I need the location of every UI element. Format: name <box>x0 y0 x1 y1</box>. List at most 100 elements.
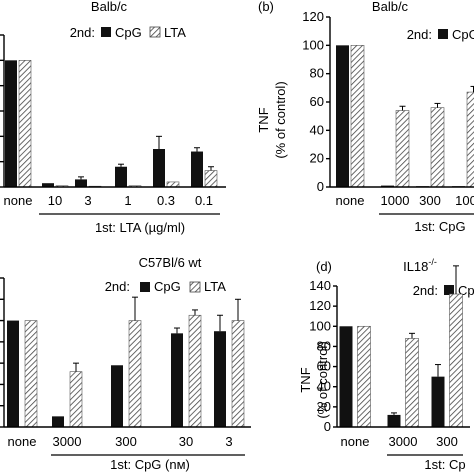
x-tick-label: 1000 <box>381 193 410 208</box>
y-tick-label: 0 <box>324 419 331 434</box>
bar-lta <box>188 314 202 428</box>
bar-lta <box>24 320 38 428</box>
bar-cpg <box>339 326 353 427</box>
y-tick-label: 120 <box>302 9 324 24</box>
y-tick-label: 80 <box>317 338 331 353</box>
y-tick-label: 40 <box>317 379 331 394</box>
bar-cpg <box>42 183 54 187</box>
y-tick-label: 20 <box>310 151 324 166</box>
x-tick-label: 30 <box>179 434 193 449</box>
bar-cpg <box>52 416 64 427</box>
bar-cpg <box>7 320 19 427</box>
legend-prefix: 2nd: <box>105 279 130 294</box>
x-tick-label: 0.3 <box>157 193 175 208</box>
legend-swatch-cpg <box>438 29 448 39</box>
x-axis-title: 1st: Cp <box>424 457 465 472</box>
bar-lta <box>18 60 32 188</box>
legend-swatch-cpg <box>140 282 150 292</box>
bar-cpg <box>5 60 17 188</box>
panel-label: (b) <box>258 0 274 14</box>
chart-panel-b: (b) Balb/c 2nd: CpG TNF (% of control) 1… <box>256 0 474 234</box>
y-axis-title: TNF <box>256 107 271 132</box>
x-tick-label: none <box>8 434 37 449</box>
legend-swatch-cpg <box>101 27 111 37</box>
chart-title-superscript: -/- <box>428 257 437 267</box>
chart-panel-a: Balb/c 2nd: CpG LTA 1st: LTA (µg/ml) non… <box>0 0 226 235</box>
bar-lta <box>466 91 474 188</box>
bar-lta <box>430 107 445 188</box>
x-tick-label: 1 <box>124 193 131 208</box>
x-tick-label: 100 <box>455 193 474 208</box>
chart-title: C57Bl/6 wt <box>139 255 202 270</box>
x-tick-label: none <box>341 434 370 449</box>
x-axis-title: 1st: LTA (µg/ml) <box>95 220 185 235</box>
x-tick-label: 3000 <box>389 434 418 449</box>
bar-lta <box>204 170 218 188</box>
x-tick-label: 3 <box>84 193 91 208</box>
y-tick-label: 20 <box>317 399 331 414</box>
legend-swatch-lta <box>189 281 201 293</box>
bar-lta <box>395 110 410 188</box>
bar-cpg <box>111 365 123 427</box>
x-tick-label: 300 <box>419 193 441 208</box>
bar-cpg <box>153 149 165 187</box>
bar-lta <box>166 181 180 188</box>
chart-panel-d: (d) IL18-/- 2nd: Cp TNF (% of control) 1… <box>298 257 474 472</box>
bar-lta <box>128 320 142 428</box>
x-tick-label: none <box>336 193 365 208</box>
y-tick-label: 60 <box>310 94 324 109</box>
bar-cpg <box>75 179 87 187</box>
y-tick-label: 80 <box>310 66 324 81</box>
legend-prefix: 2nd: <box>70 25 95 40</box>
y-tick-label: 100 <box>309 318 331 333</box>
x-tick-label: 3 <box>225 434 232 449</box>
bar-lta <box>350 45 365 188</box>
x-tick-label: 3000 <box>53 434 82 449</box>
x-tick-label: 10 <box>48 193 62 208</box>
y-axis-title: TNF <box>298 367 313 392</box>
bar-cpg <box>381 185 394 187</box>
chart-title-main: IL18 <box>403 259 428 274</box>
bar-lta <box>69 371 83 428</box>
y-tick-label: 140 <box>309 278 331 293</box>
y-tick-label: 120 <box>309 298 331 313</box>
panel-label: (d) <box>316 259 332 274</box>
y-tick-label: 40 <box>310 122 324 137</box>
legend-label-cpg: CpG <box>154 279 181 294</box>
legend-label-lta: LTA <box>204 279 226 294</box>
chart-panel-c: C57Bl/6 wt 2nd: CpG LTA 1st: CpG (nм) no… <box>0 255 251 472</box>
bar-lta <box>449 293 463 428</box>
chart-title: Balb/c <box>91 0 128 14</box>
legend-prefix: 2nd: <box>413 283 438 298</box>
bar-cpg <box>214 331 226 427</box>
legend-label-cpg: CpG <box>452 27 474 42</box>
x-tick-label: none <box>4 193 33 208</box>
y-axis-title-unit: (% of control) <box>273 81 288 158</box>
x-tick-label: 300 <box>115 434 137 449</box>
bar-lta <box>231 320 245 428</box>
chart-title: IL18-/- <box>403 257 437 274</box>
bar-lta <box>357 325 371 428</box>
legend-swatch-lta <box>149 26 161 38</box>
legend-swatch-cpg <box>444 285 454 295</box>
legend-prefix: 2nd: <box>407 27 432 42</box>
bar-lta <box>405 338 419 428</box>
x-tick-label: 300 <box>436 434 458 449</box>
bar-cpg <box>191 151 203 187</box>
chart-title: Balb/c <box>372 0 409 14</box>
bar-cpg <box>387 414 401 427</box>
y-tick-label: 60 <box>317 359 331 374</box>
y-tick-label: 100 <box>302 37 324 52</box>
bar-cpg <box>171 333 183 427</box>
legend-label-lta: LTA <box>164 25 186 40</box>
legend-label-cpg: CpG <box>115 25 142 40</box>
y-axis-title-unit: (% of control) <box>315 341 330 418</box>
y-tick-label: 0 <box>317 179 324 194</box>
x-axis-title: 1st: CpG <box>414 219 465 234</box>
bar-cpg <box>336 45 349 188</box>
bar-cpg <box>431 376 445 427</box>
x-axis-title: 1st: CpG (nм) <box>110 457 190 472</box>
x-tick-label: 0.1 <box>195 193 213 208</box>
bar-cpg <box>115 166 127 187</box>
